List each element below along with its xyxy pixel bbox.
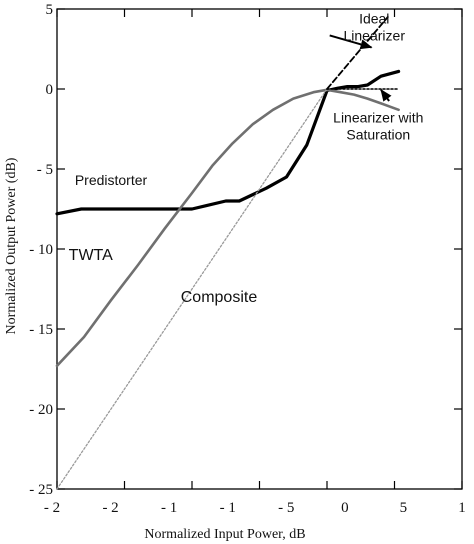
annotation-linsat: Linearizer with Saturation [333, 110, 423, 143]
x-tick-label: - 2 [102, 500, 118, 516]
x-axis-label: Normalized Input Power, dB [144, 527, 305, 542]
y-axis-label: Normalized Output Power (dB) [4, 157, 19, 334]
y-tick-label: - 15 [29, 322, 53, 338]
annotation-pred: Predistorter [75, 172, 148, 188]
annotation-ideal: Ideal Linearizer [344, 10, 406, 43]
x-tick-label: 5 [400, 500, 408, 516]
plot-frame [56, 8, 463, 490]
y-tick-label: - 10 [29, 242, 53, 258]
annotation-comp: Composite [181, 289, 258, 306]
annotation-twta: TWTA [69, 247, 113, 264]
ideal-linearizer-arrow [329, 34, 373, 50]
x-tick-label: - 2 [44, 500, 60, 516]
x-tick-label: 0 [341, 500, 349, 516]
annotation-arrows [329, 34, 392, 102]
annotation-labels: Ideal Linearizer Linearizer with Saturation… [69, 10, 424, 305]
y-tick-label: 5 [46, 2, 54, 18]
y-tick-label: 0 [46, 82, 54, 98]
x-tick-label: 1 [458, 500, 466, 516]
x-tick-label: - 1 [220, 500, 236, 516]
y-tick-label: - 20 [29, 402, 53, 418]
series-composite [56, 88, 328, 490]
linearizer-saturation-arrow [380, 88, 392, 102]
x-tick-label: - 1 [161, 500, 177, 516]
series-twta [55, 88, 400, 368]
y-tick-label: - 25 [29, 482, 53, 498]
series-predistorter [55, 69, 401, 216]
axis-ticks: 5 0 - 5 - 10 - 15 - 20 - 25 - 2 - 2 - 1 - 1 - 5 0 5 1 [29, 2, 466, 516]
y-tick-label: - 5 [37, 162, 53, 178]
series-group [55, 16, 401, 490]
series-ideal-linearizer [326, 16, 389, 90]
x-tick-label: - 5 [278, 500, 294, 516]
